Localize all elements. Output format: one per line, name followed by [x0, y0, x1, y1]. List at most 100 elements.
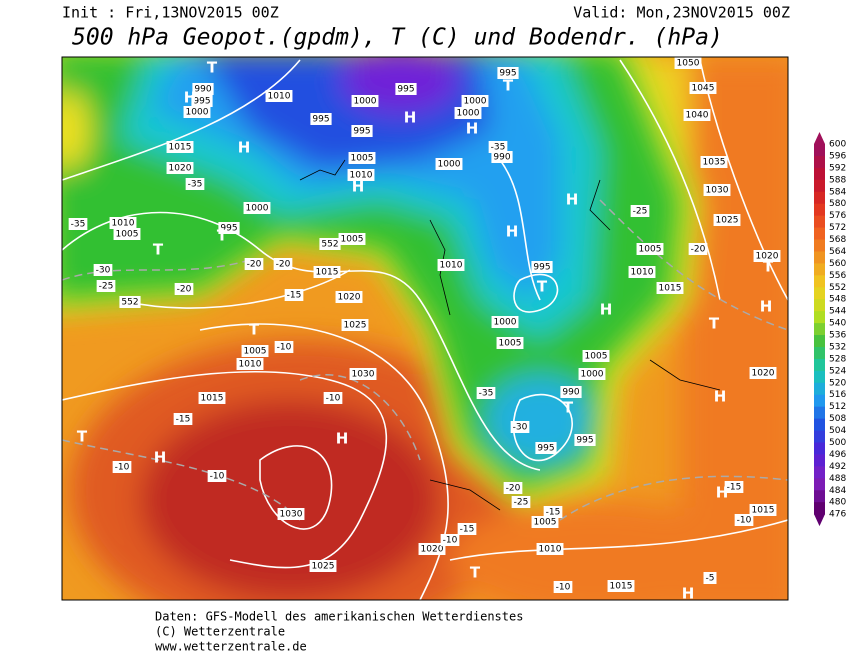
isobar-value: 1015	[201, 394, 224, 404]
isobar-value: 1015	[659, 284, 682, 294]
isobar-label: -10	[440, 534, 460, 546]
isobar-value: 1025	[312, 562, 335, 572]
isobar-value: 995	[312, 115, 329, 125]
isobar-label: -10	[274, 341, 294, 353]
isobar-label: 995	[310, 113, 332, 125]
isobar-value: 995	[397, 85, 414, 95]
isobar-value: -10	[210, 472, 225, 482]
colorbar-label: 564	[829, 247, 846, 257]
pressure-centre: T	[217, 227, 228, 245]
isobar-value: 1010	[112, 219, 135, 229]
isobar-value: -35	[188, 180, 203, 190]
label-box	[713, 214, 741, 226]
valid-time: Valid: Mon,23NOV2015 00Z	[573, 4, 790, 22]
label-box	[630, 205, 650, 217]
isobar-label: -10	[112, 461, 132, 473]
colorbar-step	[814, 502, 825, 515]
pressure-centre: T	[563, 399, 574, 417]
colorbar-step	[814, 370, 825, 384]
isobar-label: 1010	[536, 543, 564, 555]
label-box	[173, 413, 193, 425]
colorbar-step	[814, 191, 825, 205]
label-box	[454, 107, 482, 119]
isobar-label: 1005	[531, 516, 559, 528]
isobar-value: 1005	[534, 518, 557, 528]
colorbar-step	[814, 358, 825, 372]
label-box	[166, 162, 194, 174]
label-box	[191, 95, 213, 107]
isobar-label: 1020	[166, 162, 194, 174]
pressure-centre: T	[709, 315, 720, 333]
colorbar-step	[814, 215, 825, 229]
isobar-label: -15	[543, 506, 563, 518]
colorbar-step	[814, 335, 825, 348]
isobar-label: 1010	[265, 90, 293, 102]
isobar-label: 1045	[689, 82, 717, 94]
isobar-value: 1000	[246, 204, 269, 214]
isobar-label: 1050	[674, 57, 702, 69]
isobar-label: -15	[457, 523, 477, 535]
colorbar-label: 508	[829, 414, 846, 424]
isobar-label: 1020	[335, 291, 363, 303]
colorbar-step	[814, 167, 825, 181]
label-box	[536, 543, 564, 555]
label-box	[349, 368, 377, 380]
colorbar-step	[814, 418, 825, 432]
isobar-label: -25	[511, 496, 531, 508]
isobar-label: 1010	[628, 266, 656, 278]
colorbar-step	[814, 311, 825, 324]
isobar-value: 1000	[464, 97, 487, 107]
label-box	[244, 258, 264, 270]
label-box	[93, 264, 113, 276]
isobar-value: 1010	[239, 360, 262, 370]
isobar-value: -30	[513, 423, 528, 433]
pressure-centre: T	[763, 258, 774, 276]
pressure-centre: H	[154, 449, 167, 467]
isobar-value: -20	[506, 484, 521, 494]
isobar-value: 1005	[585, 352, 608, 362]
pressure-centre: H	[760, 298, 773, 316]
label-box	[503, 482, 523, 494]
pressure-centre: H	[682, 585, 695, 603]
isobar-value: 1040	[686, 111, 709, 121]
isobar-value: 1005	[244, 347, 267, 357]
colorbar-step	[814, 299, 825, 312]
label-box	[310, 113, 332, 125]
isobar-value: 1010	[440, 261, 463, 271]
colorbar-label: 528	[829, 354, 846, 364]
colorbar-label: 476	[829, 510, 846, 520]
isobar-value: 995	[537, 444, 554, 454]
pressure-centre: T	[503, 77, 514, 95]
isobar-label: 1030	[703, 184, 731, 196]
label-box	[491, 151, 513, 163]
label-box	[703, 572, 717, 584]
label-box	[753, 250, 781, 262]
label-box	[323, 392, 343, 404]
isobar-value: 1000	[186, 108, 209, 118]
label-box	[192, 83, 214, 95]
isobar-value: 1015	[169, 143, 192, 153]
label-box	[112, 461, 132, 473]
isobar-value: -5	[706, 574, 715, 584]
label-box	[749, 367, 777, 379]
isobar-label: 1000	[243, 202, 271, 214]
isobar-value: 1015	[752, 506, 775, 516]
isobar-label: -5	[703, 572, 717, 584]
colorbar-step	[814, 203, 825, 217]
colorbar-label: 524	[829, 366, 846, 376]
isobar-value: 1020	[338, 293, 361, 303]
isobar-value: -15	[176, 415, 191, 425]
pressure-centre: H	[566, 191, 579, 209]
isobar-value: 990	[562, 388, 579, 398]
colorbar-label: 540	[829, 319, 846, 329]
isobar-label: 995	[218, 222, 240, 234]
label-box	[273, 258, 293, 270]
label-box	[437, 259, 465, 271]
isobar-label: 1000	[578, 368, 606, 380]
isobar-value: 995	[499, 69, 516, 79]
label-box	[553, 581, 573, 593]
isobar-label: 1020	[749, 367, 777, 379]
isobar-value: 1005	[351, 154, 374, 164]
isobar-label: 1020	[753, 250, 781, 262]
